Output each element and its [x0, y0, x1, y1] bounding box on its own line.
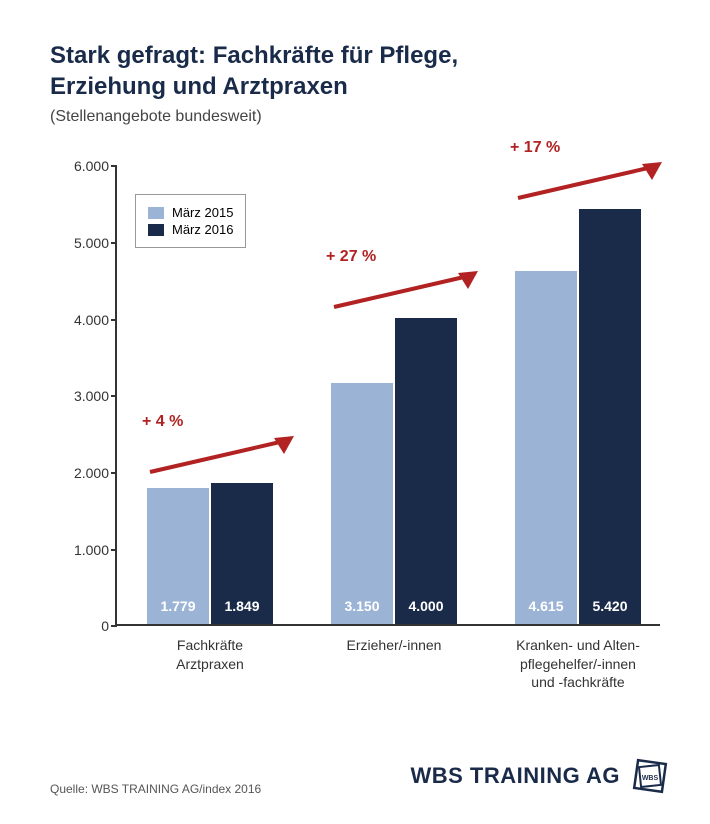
- brand: WBS TRAINING AG WBS: [410, 756, 670, 796]
- trend-arrow-icon: [326, 265, 482, 315]
- bar-value-label: 1.779: [147, 598, 209, 614]
- bar-value-label: 1.849: [211, 598, 273, 614]
- footer: Quelle: WBS TRAINING AG/index 2016 WBS T…: [50, 756, 670, 796]
- chart-area: März 2015 März 2016 0 1.000 2.000 3.000 4.00…: [60, 156, 670, 686]
- bar: 5.420: [579, 209, 641, 625]
- brand-logo-icon: WBS: [630, 756, 670, 796]
- legend: März 2015 März 2016: [135, 194, 246, 248]
- pct-change-label: + 17 %: [510, 139, 560, 157]
- y-tick-label: 4.000: [57, 312, 109, 328]
- y-tick-mark: [111, 472, 117, 474]
- legend-label-2015: März 2015: [172, 205, 233, 220]
- x-category-label: Erzieher/-innen: [316, 636, 472, 654]
- y-tick-mark: [111, 242, 117, 244]
- trend-arrow-icon: [142, 430, 298, 480]
- bar: 1.849: [211, 483, 273, 625]
- y-tick-label: 2.000: [57, 465, 109, 481]
- legend-item-2016: März 2016: [148, 222, 233, 237]
- source-text: Quelle: WBS TRAINING AG/index 2016: [50, 782, 261, 796]
- y-tick-label: 6.000: [57, 158, 109, 174]
- legend-item-2015: März 2015: [148, 205, 233, 220]
- y-tick-label: 0: [57, 618, 109, 634]
- legend-swatch-2015: [148, 207, 164, 219]
- trend-arrow-icon: [510, 156, 666, 206]
- x-category-label: Kranken- und Alten-pflegehelfer/-innenun…: [500, 636, 656, 691]
- chart-container: Stark gefragt: Fachkräfte für Pflege, Er…: [0, 0, 710, 706]
- y-tick-label: 1.000: [57, 542, 109, 558]
- bar-value-label: 5.420: [579, 598, 641, 614]
- y-tick-mark: [111, 625, 117, 627]
- bar: 3.150: [331, 383, 393, 625]
- title-line-1: Stark gefragt: Fachkräfte für Pflege,: [50, 42, 458, 69]
- x-category-label: FachkräfteArztpraxen: [132, 636, 288, 672]
- bar-value-label: 4.615: [515, 598, 577, 614]
- chart-title: Stark gefragt: Fachkräfte für Pflege, Er…: [50, 40, 670, 102]
- y-tick-label: 3.000: [57, 388, 109, 404]
- legend-label-2016: März 2016: [172, 222, 233, 237]
- bar-group: 3.1504.000: [331, 318, 457, 625]
- chart-subtitle: (Stellenangebote bundesweit): [50, 108, 670, 126]
- bar-value-label: 3.150: [331, 598, 393, 614]
- brand-text: WBS TRAINING AG: [410, 763, 620, 789]
- bar: 1.779: [147, 488, 209, 624]
- legend-swatch-2016: [148, 224, 164, 236]
- svg-text:WBS: WBS: [642, 775, 659, 782]
- y-tick-mark: [111, 319, 117, 321]
- y-tick-mark: [111, 165, 117, 167]
- y-tick-mark: [111, 395, 117, 397]
- bar: 4.000: [395, 318, 457, 625]
- pct-change-label: + 4 %: [142, 413, 183, 431]
- pct-change-label: + 27 %: [326, 248, 376, 266]
- plot-area: März 2015 März 2016 01.0002.0003.0004.00…: [115, 166, 660, 626]
- bar-group: 4.6155.420: [515, 209, 641, 625]
- y-tick-label: 5.000: [57, 235, 109, 251]
- bar-value-label: 4.000: [395, 598, 457, 614]
- bar-group: 1.7791.849: [147, 483, 273, 625]
- title-line-2: Erziehung und Arztpraxen: [50, 73, 348, 100]
- bar: 4.615: [515, 271, 577, 625]
- y-tick-mark: [111, 549, 117, 551]
